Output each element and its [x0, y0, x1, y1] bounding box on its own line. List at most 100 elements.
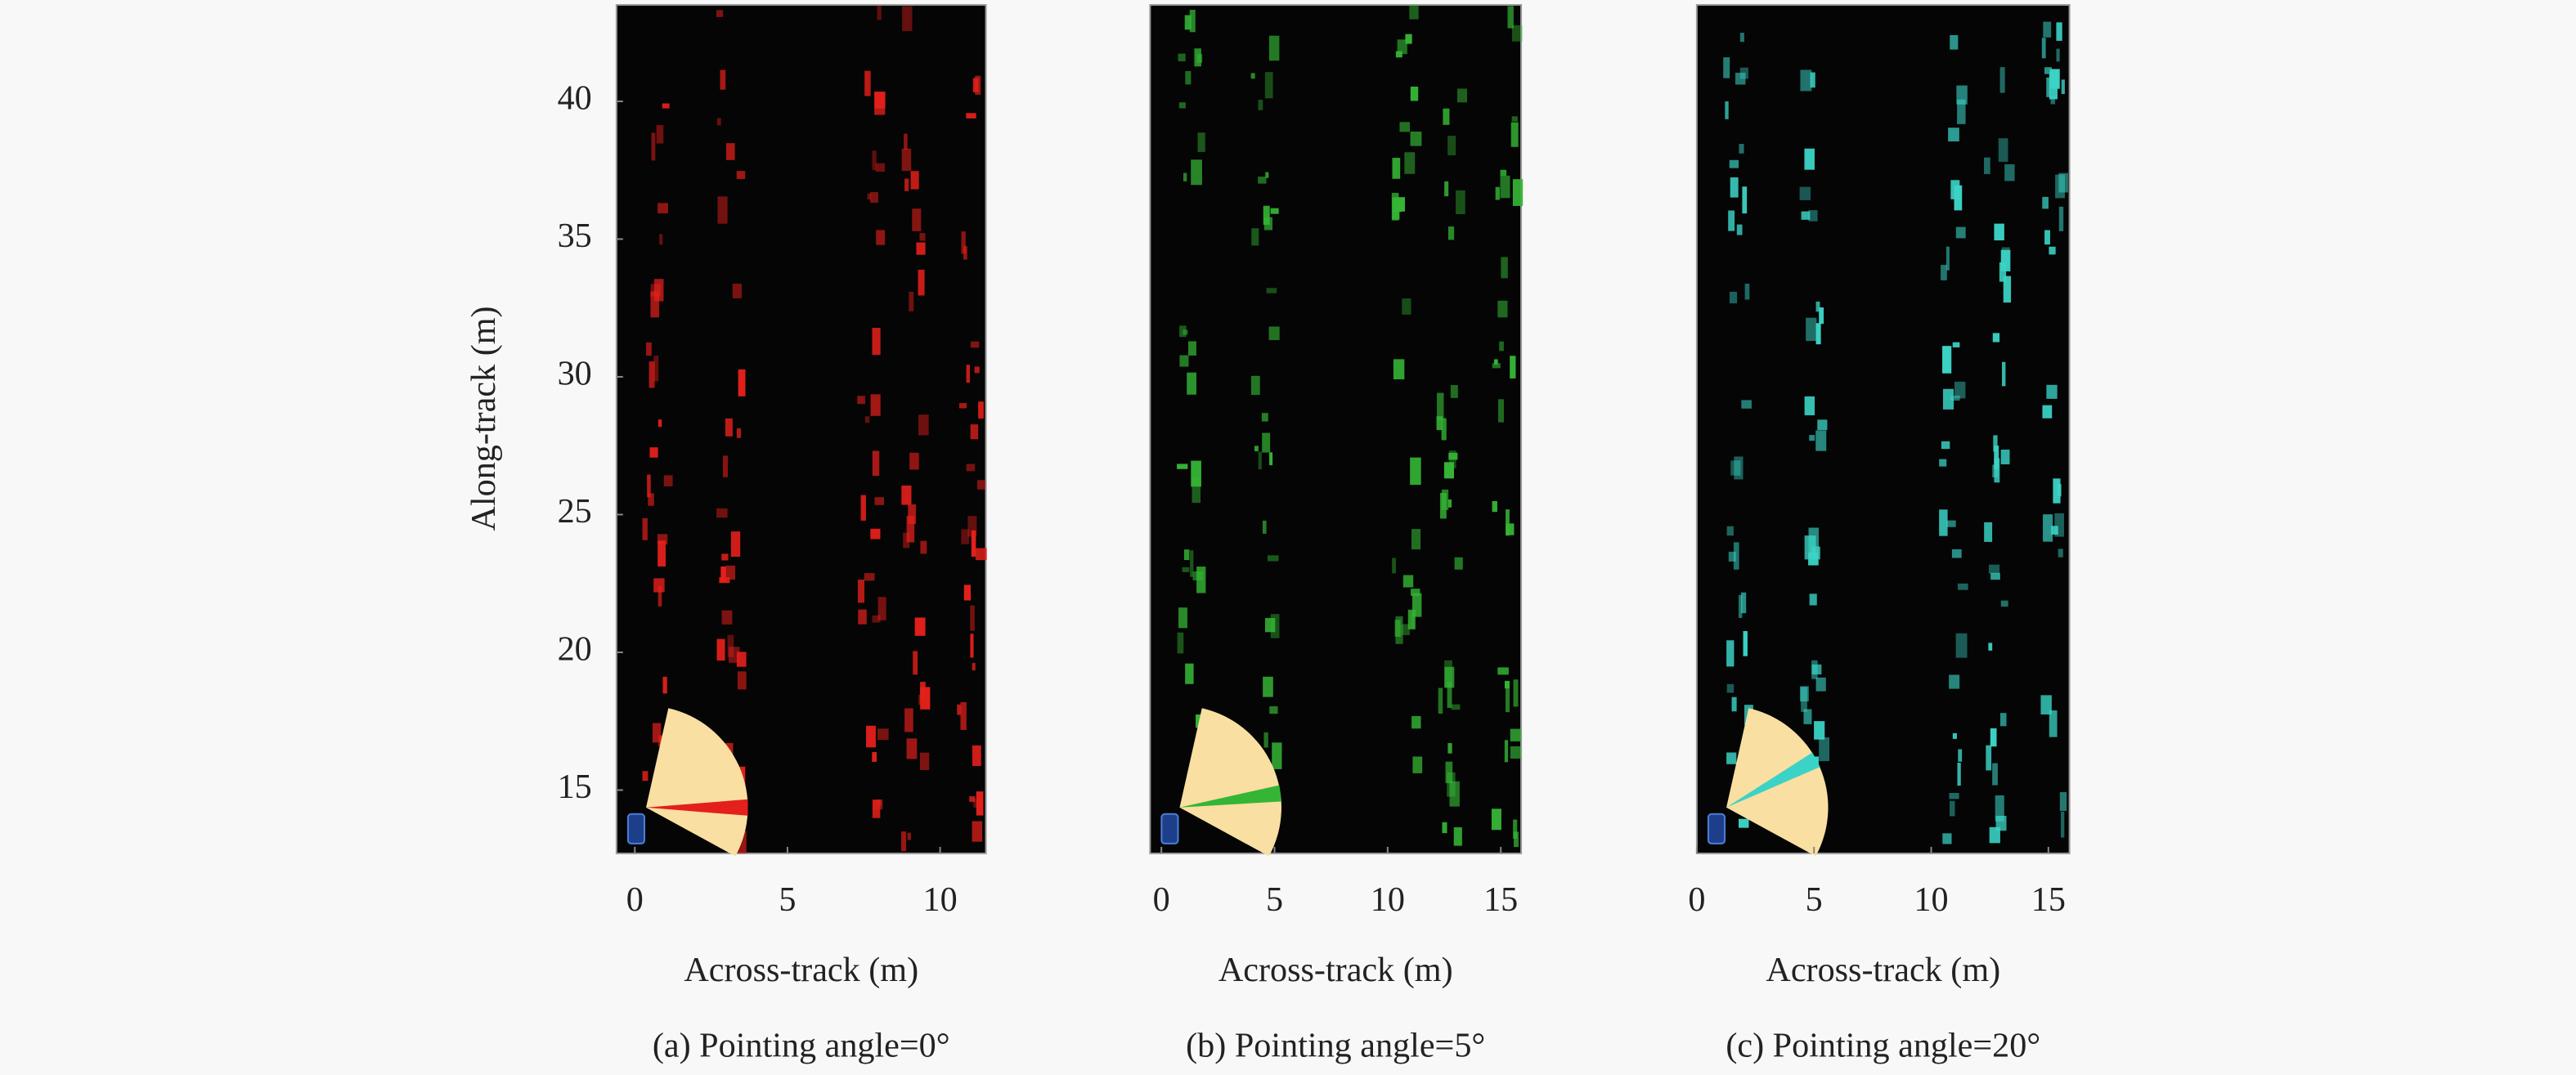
- speckle: [969, 796, 976, 802]
- speckle: [1492, 500, 1497, 513]
- speckle: [1196, 54, 1203, 63]
- speckle: [2000, 600, 2008, 607]
- speckle: [1258, 100, 1263, 110]
- speckle: [1410, 457, 1421, 486]
- speckle: [657, 585, 662, 607]
- speckle: [1957, 583, 1968, 590]
- speckle: [904, 133, 908, 150]
- speckle: [1817, 419, 1828, 431]
- speckle: [1263, 205, 1270, 225]
- speckle: [1941, 264, 1947, 280]
- speckle: [1804, 148, 1815, 170]
- speckle: [2043, 514, 2053, 542]
- speckle: [1999, 713, 2007, 727]
- speckle: [1183, 172, 1187, 181]
- speckle: [1510, 122, 1519, 147]
- speckle: [1801, 687, 1807, 712]
- speckle: [1999, 262, 2007, 282]
- speckle: [1957, 762, 1961, 786]
- speckle: [1392, 197, 1400, 220]
- speckle: [1511, 116, 1518, 122]
- speckle: [1949, 792, 1959, 800]
- speckle: [1438, 688, 1443, 714]
- speckle: [651, 132, 656, 161]
- speckle: [1440, 492, 1447, 519]
- speckle: [1726, 526, 1734, 536]
- speckle: [909, 291, 914, 311]
- speckle: [1952, 732, 1957, 739]
- speckle: [717, 196, 728, 224]
- speckle: [1497, 667, 1509, 675]
- speckle: [648, 493, 654, 506]
- y-tick-label: 40: [558, 79, 592, 118]
- speckle: [1450, 385, 1458, 398]
- speckle: [1728, 551, 1736, 562]
- speckle: [914, 617, 926, 636]
- speckle: [876, 230, 886, 245]
- speckle: [1986, 745, 1992, 771]
- speckle: [973, 798, 978, 808]
- speckle: [974, 366, 980, 374]
- speckle: [2049, 72, 2058, 100]
- speckle: [1949, 674, 1960, 689]
- speckle: [870, 528, 881, 540]
- speckle: [1264, 617, 1276, 633]
- speckle: [1411, 715, 1421, 729]
- speckle: [966, 113, 976, 119]
- speckle: [1190, 550, 1194, 577]
- speckle: [1183, 329, 1188, 335]
- speckle: [1730, 460, 1741, 476]
- speckle: [1739, 33, 1744, 43]
- speckle: [2055, 174, 2065, 199]
- speckle: [1950, 395, 1960, 401]
- speckle: [1992, 763, 1998, 786]
- speckle: [1258, 451, 1262, 470]
- speckle: [1955, 633, 1968, 658]
- speckle: [1994, 223, 2004, 241]
- speckle: [1800, 69, 1812, 92]
- speckle: [1263, 676, 1273, 697]
- speckle: [2049, 246, 2056, 255]
- speckle: [1258, 177, 1267, 184]
- speckle: [1251, 228, 1259, 246]
- speckle: [653, 355, 659, 382]
- speckle: [2043, 21, 2052, 38]
- speckle: [1984, 157, 1990, 174]
- speckle: [1497, 300, 1508, 318]
- speckle: [1401, 624, 1410, 635]
- speckle: [1189, 9, 1196, 33]
- speckle: [1178, 607, 1187, 629]
- speckle: [1409, 5, 1419, 20]
- speckle: [1444, 666, 1455, 688]
- speckle: [906, 515, 915, 543]
- speckle: [1196, 714, 1203, 728]
- speckle: [906, 738, 918, 759]
- speckle: [653, 578, 665, 593]
- speckle: [1499, 341, 1504, 352]
- speckle: [960, 701, 967, 730]
- speckle: [1495, 186, 1500, 200]
- speckle: [1447, 226, 1455, 240]
- speckle: [1453, 826, 1462, 846]
- speckle: [1995, 795, 2004, 822]
- panel: 0 5 10 15 Across-track (m) (b) Pointing angle…: [1149, 4, 1524, 1065]
- speckle: [872, 150, 877, 170]
- speckle: [1504, 680, 1510, 689]
- x-axis-label: Across-track (m): [684, 951, 918, 989]
- speckle: [1808, 527, 1820, 554]
- speckle: [1984, 522, 1993, 542]
- speckle: [1192, 477, 1201, 504]
- speckle: [2044, 230, 2050, 245]
- speckle: [966, 365, 971, 383]
- speckle: [1178, 102, 1186, 109]
- speckle: [1179, 355, 1189, 367]
- speckle: [1441, 418, 1447, 441]
- speckle: [2041, 38, 2046, 59]
- speckle: [918, 694, 922, 705]
- speckle: [1734, 456, 1744, 480]
- speckle: [1958, 749, 1963, 762]
- speckle: [1402, 298, 1411, 315]
- speckle: [716, 638, 725, 661]
- speckle: [1404, 152, 1416, 174]
